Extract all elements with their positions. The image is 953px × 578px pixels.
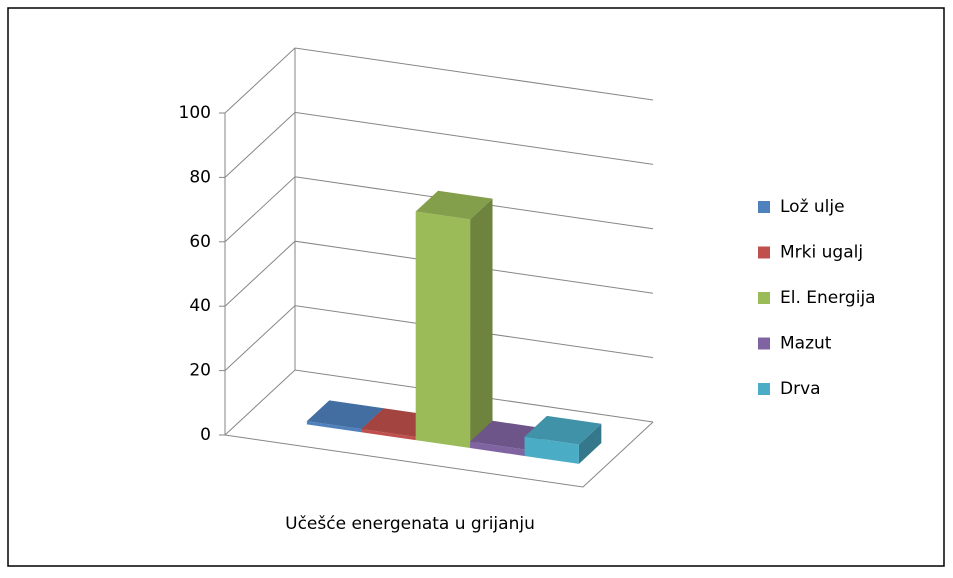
legend-label: Drva — [780, 379, 821, 399]
y-tick-label: 40 — [189, 296, 211, 316]
bar-front — [415, 211, 471, 449]
grid-line — [224, 240, 654, 307]
grid-line — [224, 111, 654, 178]
y-tick-label: 80 — [189, 167, 211, 187]
bar-front — [306, 421, 362, 433]
legend-label: Mrki ugalj — [780, 243, 863, 263]
grid-line — [224, 305, 654, 371]
bar-front — [524, 436, 579, 464]
category-label: Učešće energenata u grijanju — [285, 514, 535, 534]
grid-line — [224, 47, 654, 114]
bar-side — [470, 198, 493, 449]
bar-side — [578, 423, 602, 464]
bar-top — [415, 190, 493, 220]
grid-line — [224, 369, 654, 436]
bar-front — [361, 429, 416, 441]
legend-swatch — [758, 292, 770, 304]
legend-label: Lož ulje — [780, 197, 845, 217]
y-tick-label: 100 — [179, 103, 211, 123]
legend-swatch — [758, 246, 770, 259]
grid-line — [224, 176, 654, 243]
legend-swatch — [758, 337, 770, 350]
y-tick-label: 0 — [200, 425, 211, 445]
bar-top — [306, 400, 384, 430]
legend-label: Mazut — [780, 334, 832, 354]
legend-swatch — [758, 201, 770, 213]
y-tick-label: 60 — [189, 232, 211, 252]
legend-swatch — [758, 383, 770, 395]
legend-label: El. Energija — [780, 288, 876, 308]
floor-outline — [224, 421, 654, 488]
y-tick-label: 20 — [189, 361, 211, 381]
bar-front — [470, 441, 525, 456]
bar-top — [524, 415, 602, 445]
